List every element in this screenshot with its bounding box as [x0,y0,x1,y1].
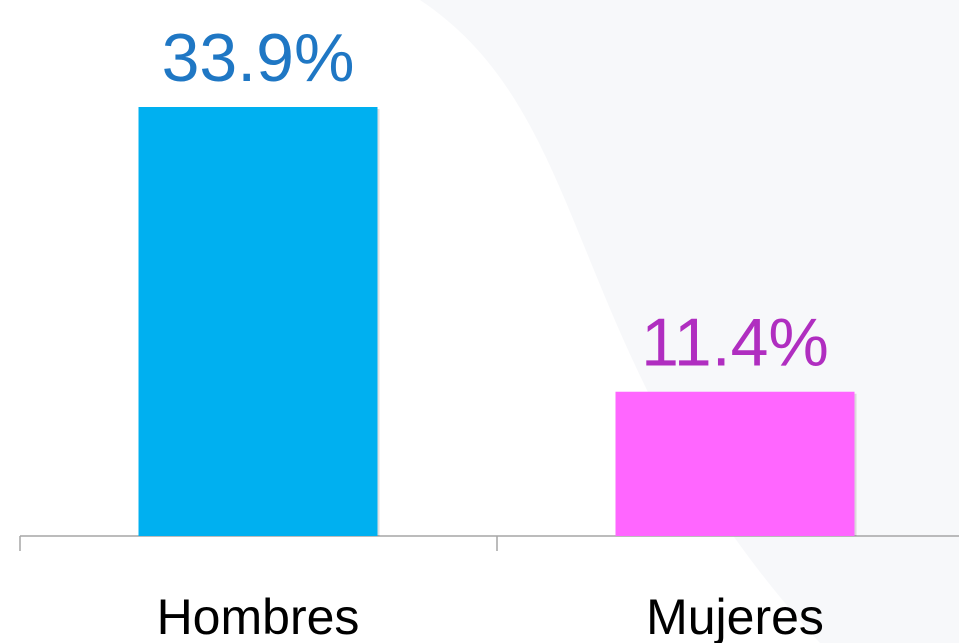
x-tick-label: Mujeres [646,589,824,643]
bar [615,391,855,536]
value-label: 33.9% [162,20,355,96]
x-tick-label: Hombres [157,589,360,643]
bar [138,107,378,536]
value-label: 11.4% [641,305,829,381]
